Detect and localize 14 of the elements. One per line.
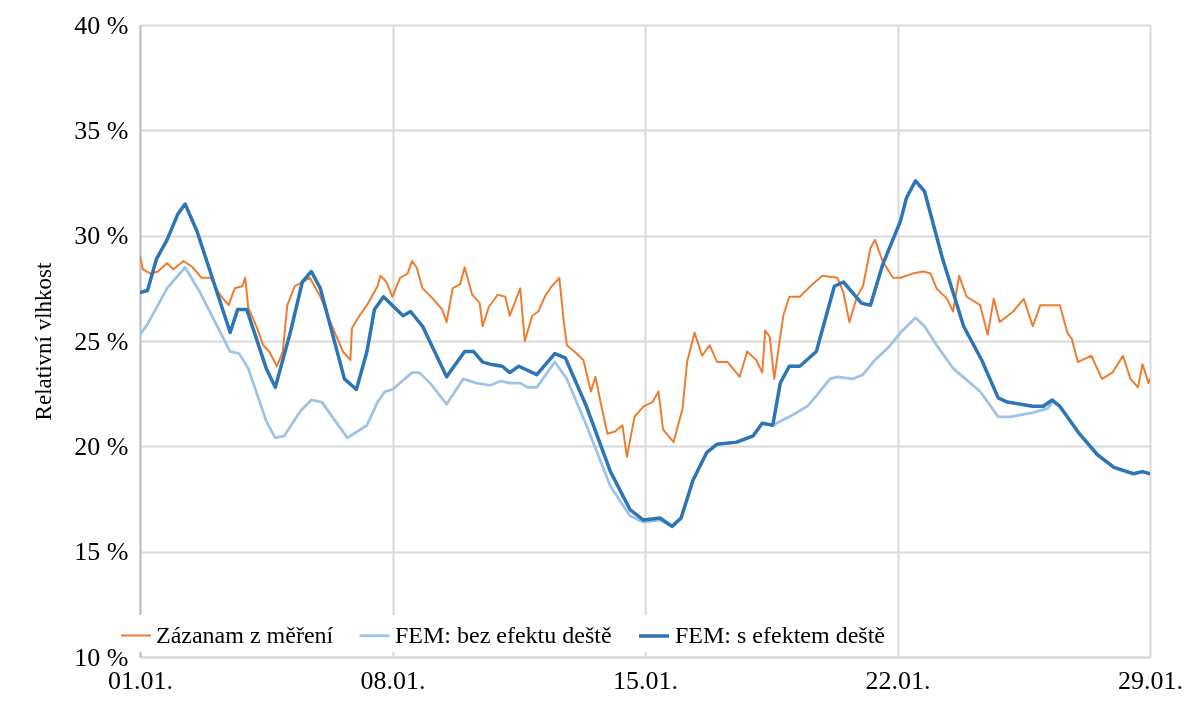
y-tick-label: 15 % xyxy=(74,537,129,567)
legend-label: Zázanam z měření xyxy=(156,621,334,648)
y-tick-label: 40 % xyxy=(74,10,129,40)
y-tick-label: 30 % xyxy=(74,221,129,251)
y-tick-label: 35 % xyxy=(74,115,129,145)
legend-label: FEM: s efektem deště xyxy=(675,622,885,648)
x-tick-label: 22.01. xyxy=(865,665,931,695)
x-tick-label: 08.01. xyxy=(360,665,426,695)
legend-label: FEM: bez efektu deště xyxy=(395,621,612,648)
y-tick-label: 25 % xyxy=(74,326,129,356)
y-axis-title: Relativní vlhkost xyxy=(31,262,57,421)
x-tick-label: 29.01. xyxy=(1118,665,1183,695)
y-tick-label: 20 % xyxy=(74,431,129,461)
x-tick-label: 15.01. xyxy=(613,665,678,695)
